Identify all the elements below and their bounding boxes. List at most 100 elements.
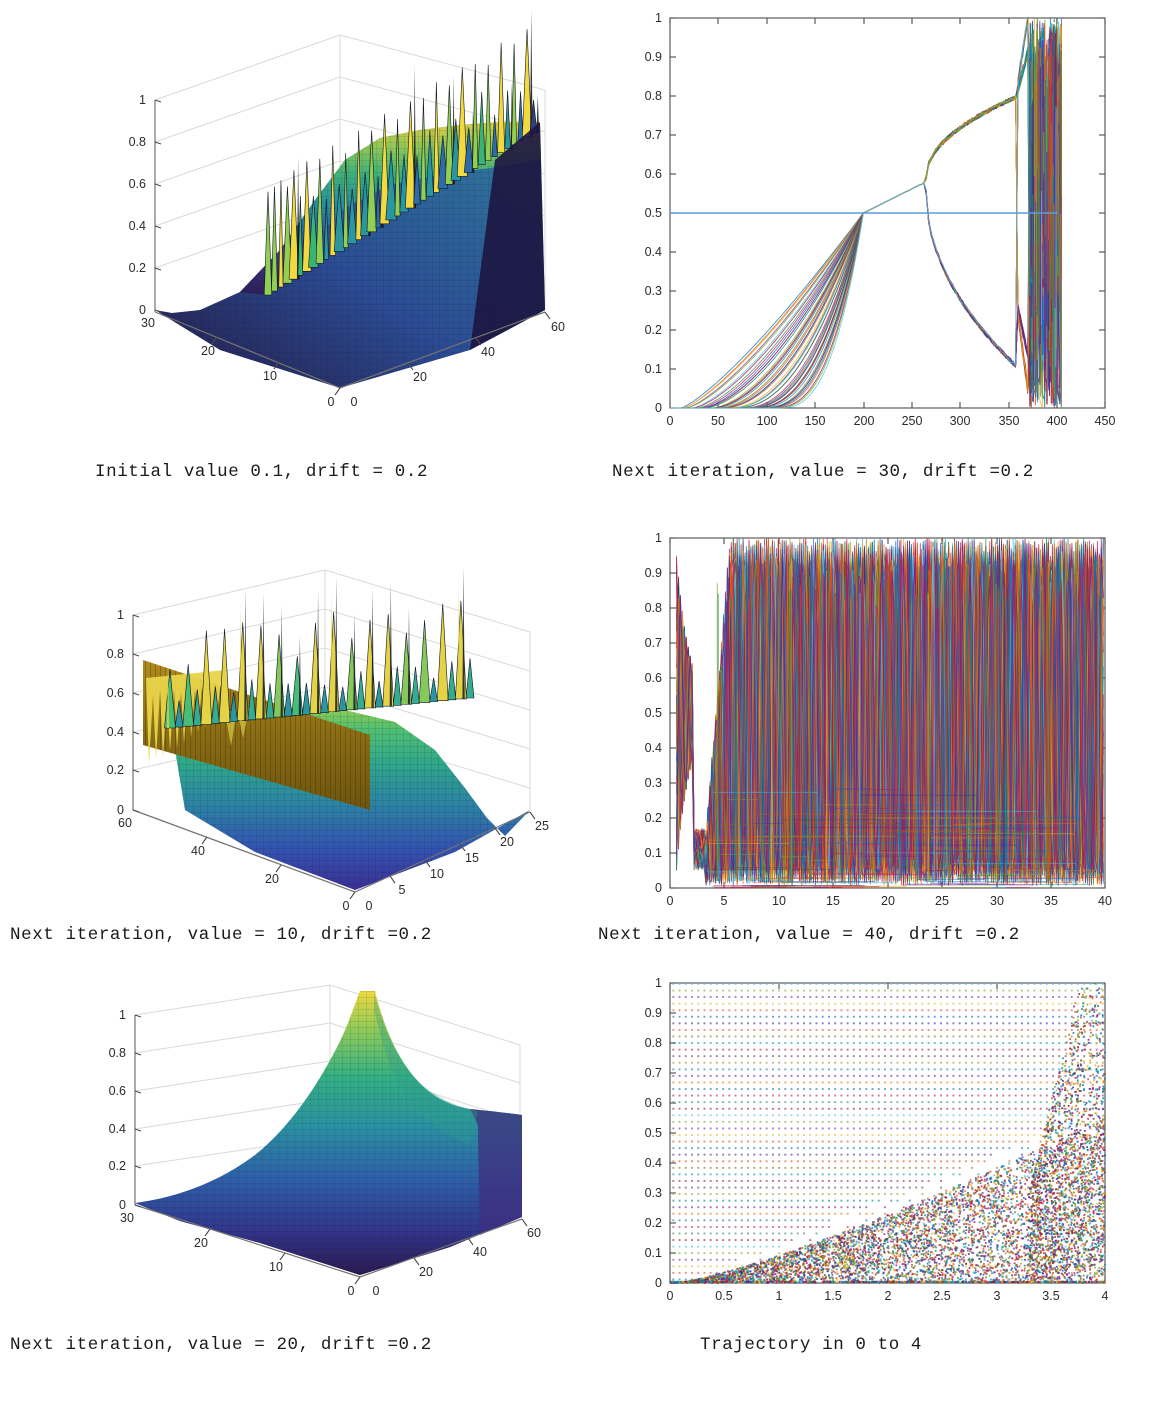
p3-xtick-15: 15 [465, 851, 479, 865]
p6-ytick-02: 0.2 [644, 1216, 662, 1230]
p6-ytick-04: 0.4 [644, 1156, 662, 1170]
p3-xtick-0: 0 [365, 899, 373, 913]
p4-ytick-09: 0.9 [644, 566, 662, 580]
p5-xtick-60: 60 [527, 1226, 541, 1240]
surface-10-axes [132, 614, 536, 900]
p1-xtick-20: 20 [413, 370, 427, 384]
p4-ytick-08: 0.8 [644, 601, 662, 615]
p2-ytick-01: 0.1 [644, 362, 662, 376]
p2-xtick-400: 400 [1046, 414, 1068, 428]
p2-xtick-300: 300 [949, 414, 971, 428]
p1-ytick-0: 0 [327, 395, 335, 409]
surface-initial-svg [154, 9, 551, 396]
p2-ytick-03: 0.3 [644, 284, 662, 298]
surface-initial-right-face [470, 122, 545, 350]
p1-xtick-40: 40 [481, 345, 495, 359]
p4-xtick-10: 10 [772, 894, 786, 908]
bifurcation-curves [670, 17, 1063, 409]
surface-20-svg [134, 984, 528, 1285]
p2-ytick-1: 1 [655, 11, 662, 25]
p5-ytick-20: 20 [194, 1236, 208, 1250]
p6-ytick-05: 0.5 [644, 1126, 662, 1140]
caption-panel-6: Trajectory in 0 to 4 [700, 1335, 923, 1355]
p1-ztick-1: 1 [139, 93, 146, 107]
p6-xtick-25: 2.5 [933, 1289, 951, 1303]
p2-ytick-0: 0 [655, 401, 662, 415]
caption-panel-1: Initial value 0.1, drift = 0.2 [95, 462, 429, 482]
p2-ytick-04: 0.4 [644, 245, 662, 259]
p2-xtick-150: 150 [804, 414, 826, 428]
p2-ytick-07: 0.7 [644, 128, 662, 142]
p2-xtick-350: 350 [998, 414, 1020, 428]
p2-ytick-06: 0.6 [644, 167, 662, 181]
surface-initial-spikes [263, 9, 540, 296]
p2-xtick-0: 0 [666, 414, 674, 428]
p2-ytick-08: 0.8 [644, 89, 662, 103]
p3-ytick-0: 0 [342, 899, 350, 913]
p4-xtick-25: 25 [935, 894, 949, 908]
p3-xtick-10: 10 [430, 867, 444, 881]
p1-ytick-20: 20 [201, 344, 215, 358]
p6-ytick-06: 0.6 [644, 1096, 662, 1110]
p6-ytick-09: 0.9 [644, 1006, 662, 1020]
p3-xtick-5: 5 [398, 883, 406, 897]
panel-surface-10: 1 0.8 0.6 0.4 0.2 0 60 40 20 0 0 5 10 15… [25, 560, 570, 920]
p2-ytick-02: 0.2 [644, 323, 662, 337]
panel-surface-initial: 1 0.8 0.6 0.4 0.2 0 30 20 10 0 0 20 40 6… [40, 9, 570, 430]
p4-ytick-02: 0.2 [644, 811, 662, 825]
p2-xtick-450: 450 [1094, 414, 1116, 428]
p1-ztick-06: 0.6 [128, 177, 146, 191]
p6-xtick-3: 3 [993, 1289, 1001, 1303]
p2-xtick-250: 250 [901, 414, 923, 428]
surface-10-svg [132, 566, 536, 900]
p3-xtick-20: 20 [500, 835, 514, 849]
p6-xtick-1: 1 [775, 1289, 783, 1303]
p5-xtick-40: 40 [473, 1245, 487, 1259]
p6-xtick-2: 2 [884, 1289, 892, 1303]
caption-panel-3: Next iteration, value = 10, drift =0.2 [10, 925, 432, 945]
p5-ztick-1: 1 [119, 1008, 126, 1022]
panel-bifurcation-30: 1 0.9 0.8 0.7 0.6 0.5 0.4 0.3 0.2 0.1 0 … [645, 8, 1120, 428]
p6-ytick-01: 0.1 [644, 1246, 662, 1260]
surface-20-axes [134, 1014, 528, 1285]
p2-xtick-50: 50 [711, 414, 725, 428]
p4-ytick-03: 0.3 [644, 776, 662, 790]
p3-ytick-60: 60 [118, 816, 132, 830]
p1-ztick-08: 0.8 [128, 135, 146, 149]
p4-ytick-0: 0 [655, 881, 662, 895]
p4-xtick-5: 5 [720, 894, 728, 908]
p4-xtick-15: 15 [826, 894, 840, 908]
p1-ztick-02: 0.2 [128, 261, 146, 275]
p1-ztick-0: 0 [139, 303, 146, 317]
p6-ytick-1: 1 [655, 976, 662, 990]
p4-ytick-06: 0.6 [644, 671, 662, 685]
p5-ytick-0: 0 [347, 1284, 355, 1298]
p3-ztick-1: 1 [117, 608, 124, 622]
panel-surface-20: 1 0.8 0.6 0.4 0.2 0 30 20 10 0 0 20 40 6… [30, 984, 550, 1305]
p3-ztick-0: 0 [117, 803, 124, 817]
p6-xtick-4: 4 [1101, 1289, 1109, 1303]
bifurcation-svg [669, 17, 1106, 409]
p4-ytick-1: 1 [655, 531, 662, 545]
p6-xtick-0: 0 [666, 1289, 674, 1303]
p5-ytick-30: 30 [120, 1211, 134, 1225]
p5-ytick-10: 10 [269, 1260, 283, 1274]
surface-10-spikes [164, 566, 475, 729]
p1-ytick-30: 30 [141, 316, 155, 330]
p1-ztick-04: 0.4 [128, 219, 146, 233]
p3-ytick-20: 20 [265, 872, 279, 886]
p5-ztick-02: 0.2 [108, 1159, 126, 1173]
p5-ztick-06: 0.6 [108, 1084, 126, 1098]
p3-ztick-04: 0.4 [106, 725, 124, 739]
p2-xtick-100: 100 [756, 414, 778, 428]
p4-xtick-40: 40 [1098, 894, 1112, 908]
p2-ytick-09: 0.9 [644, 50, 662, 64]
p6-ytick-07: 0.7 [644, 1066, 662, 1080]
trajectory-svg [669, 982, 1106, 1284]
p5-ztick-08: 0.8 [108, 1046, 126, 1060]
p3-ztick-08: 0.8 [106, 647, 124, 661]
p3-ytick-40: 40 [191, 844, 205, 858]
p4-xtick-0: 0 [666, 894, 674, 908]
p2-ytick-05: 0.5 [644, 206, 662, 220]
